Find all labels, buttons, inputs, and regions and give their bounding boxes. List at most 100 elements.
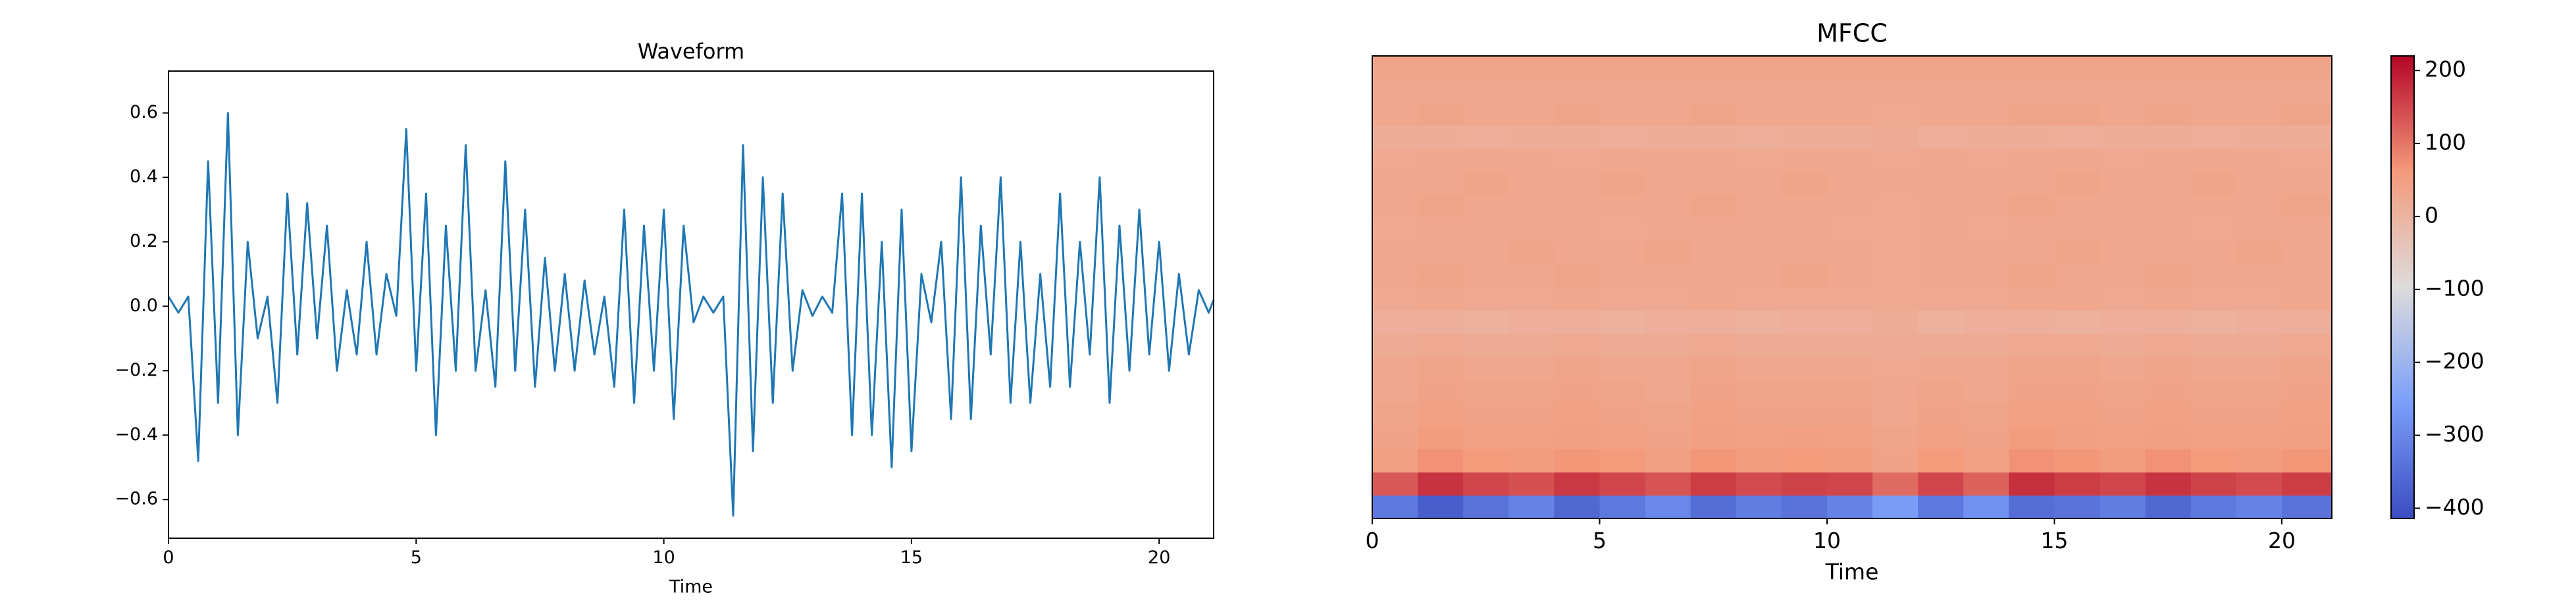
- heatmap-cell: [2236, 194, 2282, 218]
- heatmap-cell: [1781, 194, 1828, 218]
- x-axis-label: Time: [669, 577, 713, 597]
- heatmap-cell: [1918, 125, 1964, 149]
- x-tick-label: 15: [2040, 528, 2068, 553]
- heatmap-cell: [1690, 218, 1737, 241]
- heatmap-cell: [1736, 218, 1782, 241]
- heatmap-cell: [1781, 333, 1828, 357]
- heatmap-cell: [1736, 56, 1782, 80]
- heatmap-cell: [1508, 449, 1555, 473]
- heatmap-cell: [1826, 79, 1873, 103]
- heatmap-cell: [1918, 380, 1964, 403]
- heatmap-cell: [1781, 102, 1828, 126]
- heatmap-cell: [2054, 449, 2101, 473]
- heatmap-cell: [2281, 472, 2332, 496]
- heatmap-cell: [1918, 356, 1964, 380]
- heatmap-cell: [1872, 449, 1919, 473]
- heatmap-cell: [1690, 264, 1737, 288]
- heatmap-cell: [1963, 356, 2009, 380]
- heatmap-cell: [2009, 171, 2055, 195]
- colorbar-tick-label: 100: [2425, 130, 2466, 155]
- heatmap-cell: [2054, 356, 2101, 380]
- heatmap-cell: [2145, 264, 2192, 288]
- heatmap-cell: [1554, 333, 1600, 357]
- heatmap-cell: [1418, 380, 1464, 403]
- heatmap-cell: [2145, 333, 2192, 357]
- heatmap-cell: [1781, 56, 1828, 80]
- heatmap-cell: [2190, 102, 2237, 126]
- heatmap-cell: [1690, 403, 1737, 426]
- heatmap-cell: [1372, 218, 1418, 241]
- heatmap-cell: [1736, 171, 1782, 195]
- heatmap-cell: [1872, 56, 1919, 80]
- heatmap-cell: [1826, 287, 1873, 311]
- heatmap-cell: [1554, 449, 1600, 473]
- heatmap-cell: [1781, 310, 1828, 334]
- heatmap-cell: [2190, 310, 2237, 334]
- heatmap-cell: [2009, 472, 2055, 496]
- heatmap-cell: [1736, 449, 1782, 473]
- heatmap-cell: [1463, 125, 1509, 149]
- x-tick-label: 20: [2268, 528, 2296, 553]
- heatmap-cell: [1918, 148, 1964, 172]
- heatmap-cell: [1599, 125, 1646, 149]
- heatmap-cell: [2236, 264, 2282, 288]
- heatmap-cell: [1418, 495, 1464, 519]
- heatmap-cell: [1599, 310, 1646, 334]
- heatmap-cell: [1463, 287, 1509, 311]
- heatmap-cell: [2190, 403, 2237, 426]
- heatmap-cell: [1418, 241, 1464, 264]
- heatmap-cell: [1736, 380, 1782, 403]
- heatmap-cell: [1599, 264, 1646, 288]
- heatmap-cell: [2054, 241, 2101, 264]
- heatmap-cell: [1963, 171, 2009, 195]
- heatmap-cell: [1463, 356, 1509, 380]
- heatmap-cell: [2054, 403, 2101, 426]
- heatmap-cell: [1781, 472, 1828, 496]
- plot-frame: [1372, 55, 2332, 519]
- heatmap-cell: [2236, 426, 2282, 450]
- heatmap-cell: [1736, 403, 1782, 426]
- heatmap-cell: [2145, 148, 2192, 172]
- heatmap-cell: [1690, 171, 1737, 195]
- heatmap-cell: [1508, 356, 1555, 380]
- heatmap-cell: [2099, 102, 2146, 126]
- heatmap-cell: [1645, 218, 1691, 241]
- heatmap-cell: [1554, 56, 1600, 80]
- heatmap-cell: [1963, 79, 2009, 103]
- heatmap-cell: [2190, 125, 2237, 149]
- heatmap-cell: [1645, 194, 1691, 218]
- heatmap-cell: [2009, 495, 2055, 519]
- heatmap-cell: [1508, 495, 1555, 519]
- heatmap-cell: [2281, 218, 2332, 241]
- heatmap-cell: [1372, 356, 1418, 380]
- heatmap-cell: [1872, 426, 1919, 450]
- heatmap-cell: [1508, 287, 1555, 311]
- heatmap-cell: [1963, 56, 2009, 80]
- heatmap-cell: [1645, 79, 1691, 103]
- heatmap-cell: [2009, 310, 2055, 334]
- heatmap-cell: [1463, 495, 1509, 519]
- heatmap-cell: [2009, 403, 2055, 426]
- heatmap-cell: [1508, 472, 1555, 496]
- heatmap-cell: [1372, 472, 1418, 496]
- heatmap-cell: [1599, 79, 1646, 103]
- heatmap-cell: [1963, 241, 2009, 264]
- heatmap-cell: [2145, 79, 2192, 103]
- heatmap-cell: [1372, 426, 1418, 450]
- heatmap-cell: [1418, 403, 1464, 426]
- heatmap-cell: [2145, 194, 2192, 218]
- heatmap-cell: [2099, 218, 2146, 241]
- heatmap-cell: [2190, 218, 2237, 241]
- heatmap-cell: [2009, 426, 2055, 450]
- heatmap-cell: [2281, 310, 2332, 334]
- heatmap-cell: [1645, 472, 1691, 496]
- heatmap-cell: [1508, 125, 1555, 149]
- heatmap-cell: [1826, 148, 1873, 172]
- heatmap-cell: [1645, 495, 1691, 519]
- heatmap-cell: [2236, 472, 2282, 496]
- heatmap-cell: [2054, 426, 2101, 450]
- heatmap-cell: [2281, 102, 2332, 126]
- heatmap-cell: [1372, 333, 1418, 357]
- heatmap-cell: [2281, 495, 2332, 519]
- heatmap-cell: [1963, 495, 2009, 519]
